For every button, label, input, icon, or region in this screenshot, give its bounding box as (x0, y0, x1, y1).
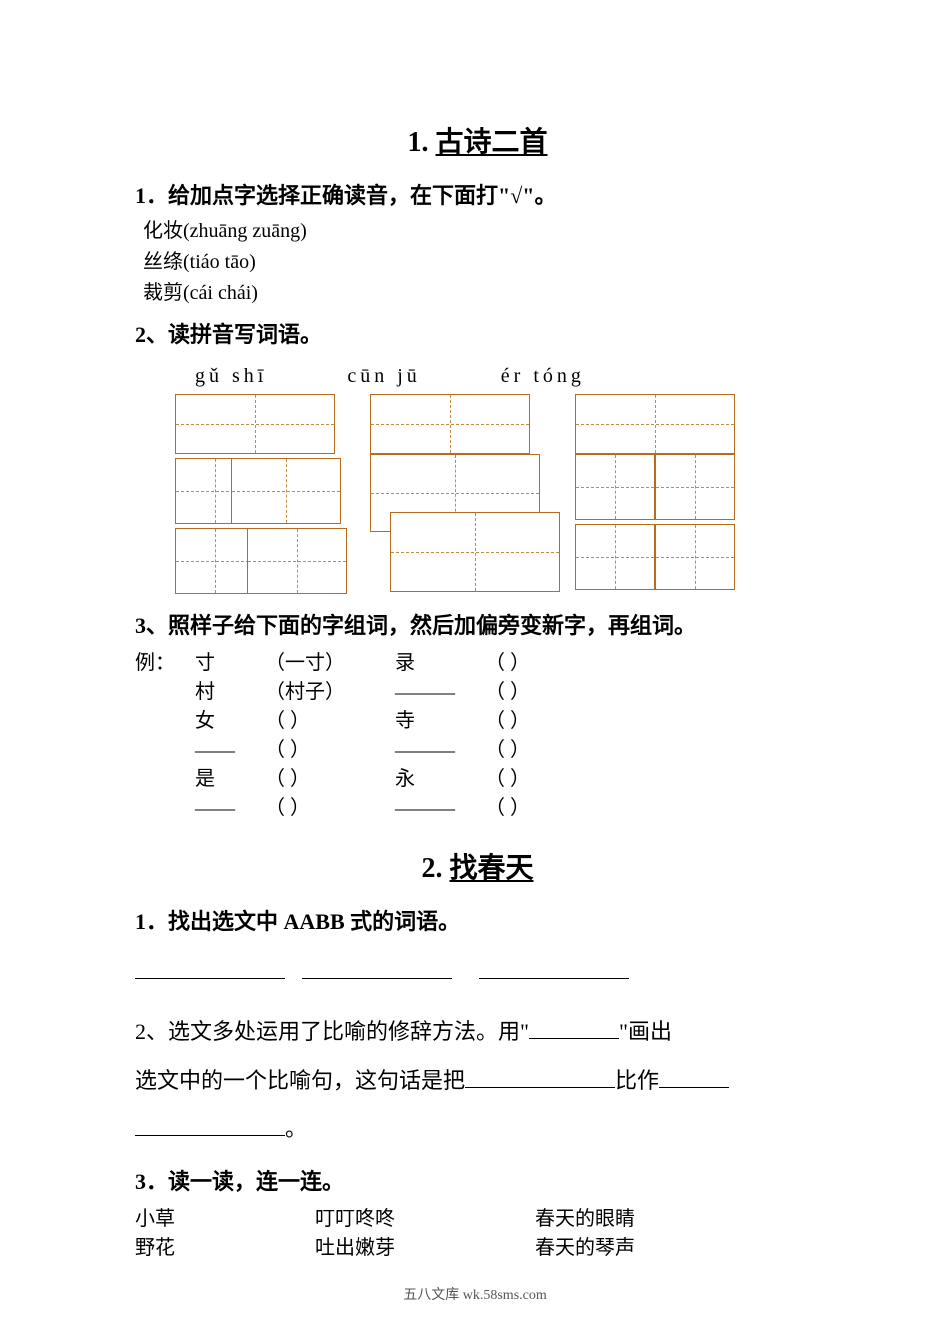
pinyin-item: ér tóng (501, 365, 585, 388)
q3-cell: （ ） (485, 762, 615, 791)
q3-row: 例：寸（一寸）录（ ） (135, 646, 820, 675)
q3-cell: 例： (135, 646, 195, 675)
pinyin-item: gǔ shī (195, 365, 267, 388)
q3-cell: 录 (395, 646, 485, 675)
q3-cell: ______ (395, 675, 485, 704)
tianzi-cell[interactable] (175, 528, 255, 594)
q3-row: 是（ ）永（ ） (135, 762, 820, 791)
q3-cell: （一寸） (265, 646, 395, 675)
q3-cell: （ ） (265, 791, 395, 820)
title-main: 找春天 (449, 853, 533, 884)
q3-cell: （ ） (485, 791, 615, 820)
text: 选文中的一个比喻句，这句话是把 (135, 1068, 465, 1093)
tianzi-grid-area: bì y h (175, 394, 820, 594)
blank[interactable] (465, 1066, 615, 1088)
text: 。 (285, 1116, 307, 1141)
q3-row: 女（ ）寺（ ） (135, 704, 820, 733)
q3-cell: （ ） (485, 733, 615, 762)
title-prefix: 1. (407, 127, 428, 158)
match-table: 小草叮叮咚咚春天的眼睛野花吐出嫩芽春天的琴声 (135, 1202, 820, 1260)
tianzi-cell[interactable] (247, 528, 347, 594)
title-prefix: 2. (421, 853, 442, 884)
q3-row: 村（村子）______（ ） (135, 675, 820, 704)
s1-q1-heading: 1．给加点字选择正确读音，在下面打"√"。 (135, 178, 820, 210)
tianzi-cell[interactable] (575, 394, 735, 454)
title-main: 古诗二首 (435, 127, 547, 158)
tianzi-cell[interactable] (655, 454, 735, 520)
q3-cell: （村子） (265, 675, 395, 704)
q3-cell: 寺 (395, 704, 485, 733)
s2-q1-heading: 1．找出选文中 AABB 式的词语。 (135, 904, 820, 936)
blank[interactable] (479, 957, 629, 979)
s2-q3-heading: 3．读一读，连一连。 (135, 1164, 820, 1196)
tianzi-cell[interactable] (655, 524, 735, 590)
tianzi-cell[interactable] (575, 454, 655, 520)
blank[interactable] (659, 1066, 729, 1088)
q3-cell: （ ） (265, 704, 395, 733)
q3-cell: 永 (395, 762, 485, 791)
q3-cell (135, 791, 195, 820)
pinyin-row: gǔ shī cūn jū ér tóng (195, 365, 820, 388)
match-cell: 叮叮咚咚 (315, 1202, 535, 1231)
pinyin-item: cūn jū (347, 365, 420, 388)
match-cell: 春天的琴声 (535, 1231, 735, 1260)
text: "画出 (619, 1019, 672, 1044)
match-cell: 小草 (135, 1202, 315, 1231)
tianzi-cell[interactable] (390, 512, 560, 592)
q3-row: ____（ ）______（ ） (135, 791, 820, 820)
tianzi-cell[interactable] (231, 458, 341, 524)
q3-cell (135, 675, 195, 704)
s2-q2-body: 2、选文多处运用了比喻的修辞方法。用" "画出 选文中的一个比喻句，这句话是把 比作… (135, 1008, 820, 1153)
tianzi-cell[interactable] (575, 524, 655, 590)
match-row: 野花吐出嫩芽春天的琴声 (135, 1231, 820, 1260)
blank[interactable] (529, 1017, 619, 1039)
q3-cell: （ ） (485, 646, 615, 675)
match-cell: 春天的眼睛 (535, 1202, 735, 1231)
q3-table: 例：寸（一寸）录（ ）村（村子）______（ ）女（ ）寺（ ）____（ ）… (135, 646, 820, 820)
q3-cell: 女 (195, 704, 265, 733)
text: 2、选文多处运用了比喻的修辞方法。用" (135, 1019, 529, 1044)
tianzi-cell[interactable] (175, 394, 335, 454)
blank[interactable] (135, 957, 285, 979)
q3-row: ____（ ）______（ ） (135, 733, 820, 762)
q3-cell: 是 (195, 762, 265, 791)
q3-cell: ____ (195, 791, 265, 820)
tianzi-cell[interactable] (370, 394, 530, 454)
q3-cell (135, 704, 195, 733)
q3-cell: （ ） (485, 704, 615, 733)
q3-cell (135, 762, 195, 791)
q3-cell: （ ） (485, 675, 615, 704)
section2-title: 2. 找春天 (135, 846, 820, 886)
s1-q1-line: 丝绦(tiáo tāo) (143, 245, 820, 274)
q3-cell: ______ (395, 791, 485, 820)
match-cell: 野花 (135, 1231, 315, 1260)
q3-cell: ____ (195, 733, 265, 762)
q3-cell: 寸 (195, 646, 265, 675)
s1-q3-heading: 3、照样子给下面的字组词，然后加偏旁变新字，再组词。 (135, 608, 820, 640)
q3-cell: 村 (195, 675, 265, 704)
s1-q1-line: 裁剪(cái chái) (143, 276, 820, 305)
q3-cell: ______ (395, 733, 485, 762)
match-row: 小草叮叮咚咚春天的眼睛 (135, 1202, 820, 1231)
s1-q2-heading: 2、读拼音写词语。 (135, 317, 820, 349)
s2-q1-blanks (135, 948, 820, 996)
s1-q1-line: 化妆(zhuāng zuāng) (143, 214, 820, 243)
text: 比作 (615, 1068, 659, 1093)
q3-cell (135, 733, 195, 762)
match-cell: 吐出嫩芽 (315, 1231, 535, 1260)
blank[interactable] (135, 1114, 285, 1136)
q3-cell: （ ） (265, 733, 395, 762)
q3-cell: （ ） (265, 762, 395, 791)
section1-title: 1. 古诗二首 (135, 120, 820, 160)
blank[interactable] (302, 957, 452, 979)
page-footer: 五八文库 wk.58sms.com (0, 1284, 950, 1304)
